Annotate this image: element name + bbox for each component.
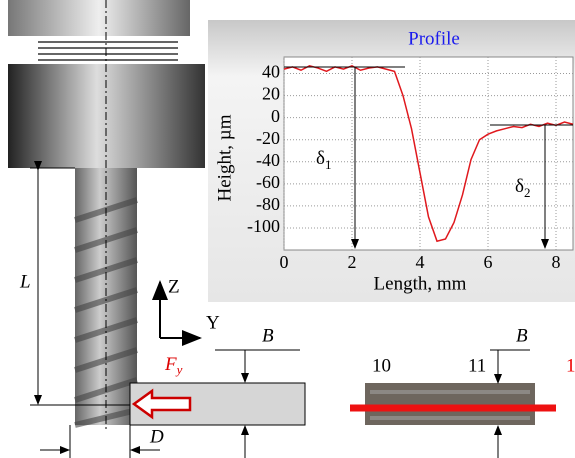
y-tick-label: 40 (262, 62, 280, 82)
x-axis-label: Length, mm (374, 273, 467, 294)
tool (8, 0, 205, 430)
axis-y: Y (206, 312, 220, 333)
y-tick-label: -60 (256, 172, 280, 192)
axis-z: Z (168, 276, 180, 297)
y-tick-label: -100 (247, 216, 280, 236)
length-label: L (19, 271, 31, 292)
photo-label: 10 (372, 355, 391, 376)
chart-title: Profile (408, 28, 460, 49)
annotation: δ2 (515, 176, 530, 200)
y-tick-label: 0 (271, 106, 280, 126)
plot-area (283, 56, 574, 251)
x-tick-label: 8 (552, 252, 561, 272)
profile-line (283, 65, 574, 243)
x-tick-label: 4 (416, 252, 425, 272)
x-tick-label: 0 (280, 252, 289, 272)
y-tick-label: -40 (256, 150, 280, 170)
x-tick-label: 6 (484, 252, 493, 272)
y-axis-label: Height, µm (214, 114, 235, 201)
diameter-label: D (149, 426, 164, 447)
y-tick-label: 20 (262, 84, 280, 104)
y-tick-label: -80 (256, 194, 280, 214)
x-tick-label: 2 (348, 252, 357, 272)
annotation: δ1 (316, 148, 331, 172)
force-label: Fy (164, 354, 183, 377)
photo-label: 11 (468, 355, 486, 376)
force-arrow (131, 388, 192, 420)
width-label: B (262, 325, 274, 346)
width-label: B (516, 325, 528, 346)
y-tick-label: -20 (256, 128, 280, 148)
line-label: 1 (566, 355, 575, 376)
